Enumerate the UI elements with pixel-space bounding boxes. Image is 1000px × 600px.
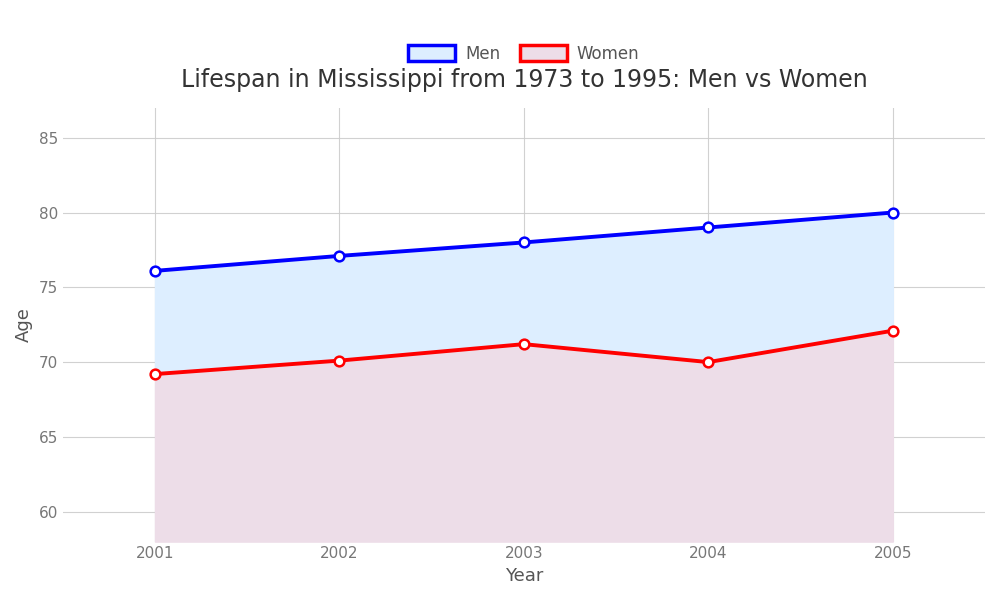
Y-axis label: Age: Age <box>15 307 33 342</box>
Title: Lifespan in Mississippi from 1973 to 1995: Men vs Women: Lifespan in Mississippi from 1973 to 199… <box>181 68 867 92</box>
X-axis label: Year: Year <box>505 567 543 585</box>
Legend: Men, Women: Men, Women <box>402 38 646 70</box>
